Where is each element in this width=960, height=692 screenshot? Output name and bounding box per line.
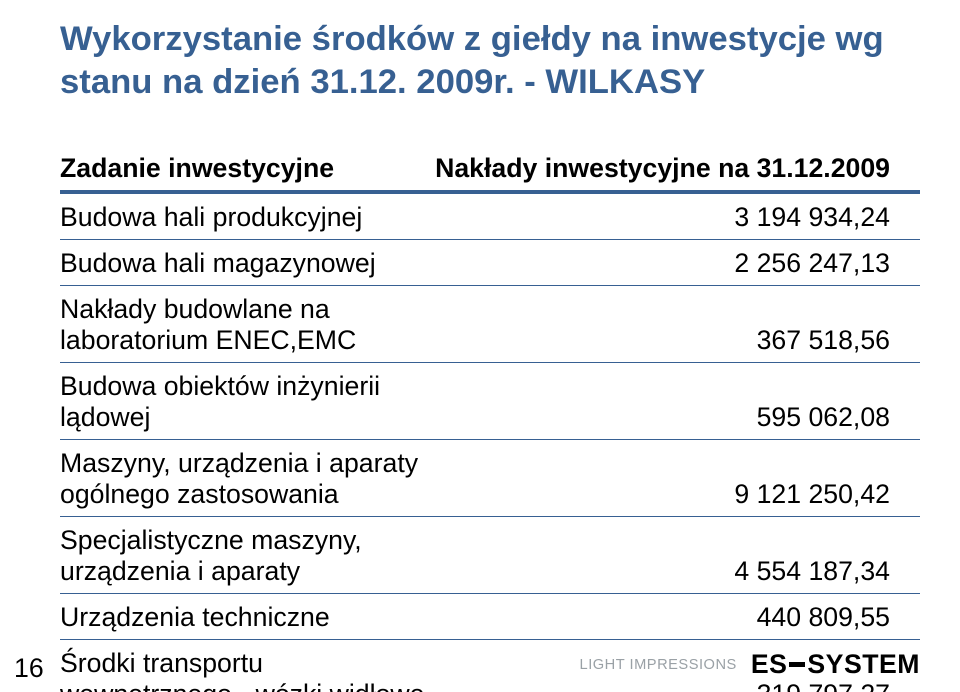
logo-dash-icon	[789, 662, 805, 667]
logo-left: ES	[751, 649, 788, 680]
row-value: 9 121 250,42	[435, 439, 920, 516]
row-value: 367 518,56	[435, 285, 920, 362]
footer: LIGHT IMPRESSIONS ES SYSTEM	[580, 649, 920, 680]
table-row: Budowa hali magazynowej2 256 247,13	[60, 239, 920, 285]
row-label: Nakłady budowlane na laboratorium ENEC,E…	[60, 285, 435, 362]
col-header-task: Zadanie inwestycyjne	[60, 145, 435, 192]
row-value: 440 809,55	[435, 593, 920, 639]
table-row: Budowa obiektów inżynierii lądowej595 06…	[60, 362, 920, 439]
row-value: 3 194 934,24	[435, 192, 920, 240]
investments-table: Zadanie inwestycyjne Nakłady inwestycyjn…	[60, 145, 920, 692]
row-label: Budowa obiektów inżynierii lądowej	[60, 362, 435, 439]
slide-title: Wykorzystanie środków z giełdy na inwest…	[60, 18, 920, 105]
table-row: Nakłady budowlane na laboratorium ENEC,E…	[60, 285, 920, 362]
row-label: Maszyny, urządzenia i aparaty ogólnego z…	[60, 439, 435, 516]
footer-tagline: LIGHT IMPRESSIONS	[580, 657, 737, 673]
logo-right: SYSTEM	[807, 649, 920, 680]
table-row: Maszyny, urządzenia i aparaty ogólnego z…	[60, 439, 920, 516]
table-header-row: Zadanie inwestycyjne Nakłady inwestycyjn…	[60, 145, 920, 192]
row-value: 4 554 187,34	[435, 516, 920, 593]
row-value: 595 062,08	[435, 362, 920, 439]
table-row: Specjalistyczne maszyny, urządzenia i ap…	[60, 516, 920, 593]
table-body: Budowa hali produkcyjnej3 194 934,24Budo…	[60, 192, 920, 692]
row-value: 2 256 247,13	[435, 239, 920, 285]
row-label: Budowa hali magazynowej	[60, 239, 435, 285]
brand-logo: ES SYSTEM	[751, 649, 920, 680]
table-row: Budowa hali produkcyjnej3 194 934,24	[60, 192, 920, 240]
slide-page: Wykorzystanie środków z giełdy na inwest…	[0, 0, 960, 692]
row-label: Środki transportu wewnętrznego - wózki w…	[60, 639, 435, 692]
table-row: Urządzenia techniczne440 809,55	[60, 593, 920, 639]
row-label: Budowa hali produkcyjnej	[60, 192, 435, 240]
row-label: Urządzenia techniczne	[60, 593, 435, 639]
col-header-amount: Nakłady inwestycyjne na 31.12.2009	[435, 145, 920, 192]
row-label: Specjalistyczne maszyny, urządzenia i ap…	[60, 516, 435, 593]
page-number: 16	[14, 653, 44, 684]
